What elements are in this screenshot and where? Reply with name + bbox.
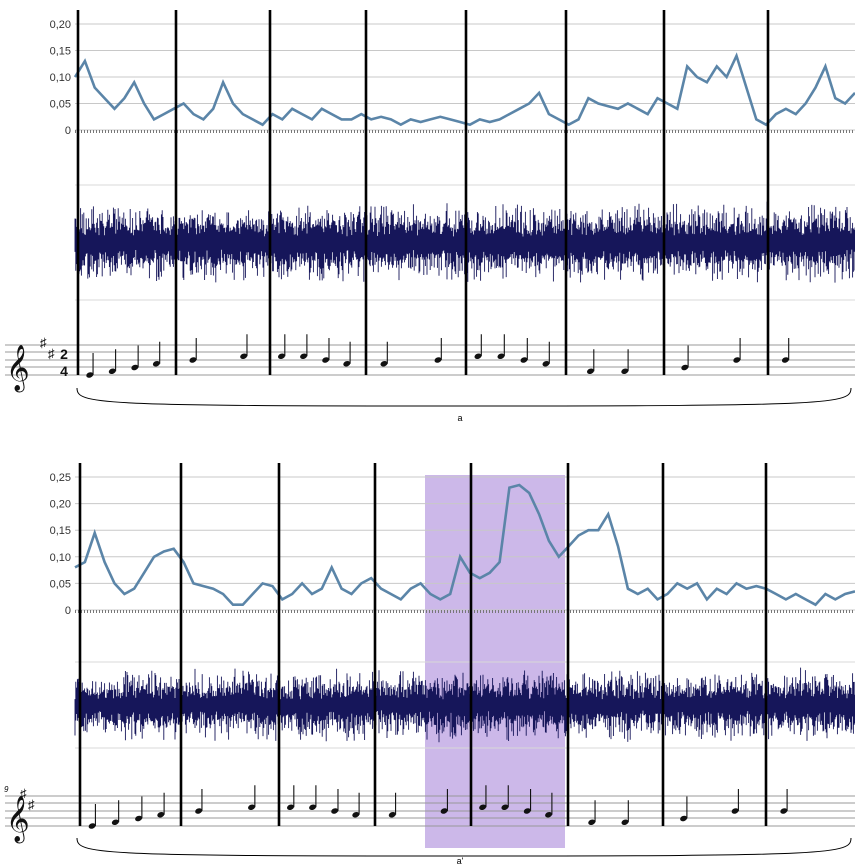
y-tick-label: 0 [65,605,71,617]
notehead [343,361,351,367]
barlines [76,10,770,375]
notehead [731,808,739,814]
notehead [108,368,116,374]
music-staff: 𝄞 ♯♯ 24 [5,334,855,393]
notehead [152,361,160,367]
notehead [621,368,629,374]
notehead [111,819,119,825]
notehead [131,364,139,371]
y-tick-label: 0,10 [50,552,71,564]
notehead [542,361,550,367]
notehead [248,804,256,810]
notehead [434,357,442,363]
notehead [474,353,482,359]
key-signature-sharp-icon: ♯ [40,335,47,350]
notehead [780,808,788,814]
notehead [501,804,509,810]
notehead [278,353,286,359]
chart-section-a: 0,20 0,15 0,10 0,05 0 𝄞 ♯♯ 24 a [5,10,855,423]
treble-clef-icon: 𝄞 [6,345,30,393]
notehead [309,804,317,810]
y-tick-label: 0,25 [50,472,71,484]
y-tick-label: 0,20 [50,19,71,31]
y-tick-label: 0,15 [50,46,71,58]
notehead [520,357,528,363]
notehead [621,819,629,825]
notehead [380,361,388,367]
notehead [388,812,396,818]
series-line [74,483,855,607]
time-signature-top: 2 [60,346,68,362]
notehead [195,808,203,814]
notehead [588,819,596,825]
notehead [287,804,295,810]
notehead [440,808,448,814]
music-staff: 𝄞♯♯ [5,785,855,844]
section-label: a' [457,856,464,866]
notehead [523,808,531,814]
notehead [88,823,96,829]
y-tick-label: 0,05 [50,578,71,590]
notehead [781,357,789,363]
notehead [135,815,143,822]
notehead [331,808,339,814]
notehead [545,812,553,818]
treble-clef-icon: 𝄞 [6,796,30,844]
time-signature-bottom: 4 [60,363,68,379]
key-signature-sharp-icon: ♯ [48,346,55,361]
chart-section-a-prime: 0,25 0,20 0,15 0,10 0,05 0 𝄞♯♯ a' 9 [4,463,855,866]
section-brace [76,387,852,407]
key-signature-sharp-icon: ♯ [28,797,35,812]
notehead [86,372,94,378]
notehead [733,357,741,363]
waveform [74,667,855,743]
y-tick-label: 0,20 [50,499,71,511]
notehead [322,357,330,363]
y-tick-label: 0,15 [50,525,71,537]
notehead [681,364,689,371]
measure-number: 9 [4,785,9,794]
waveform-trace [74,667,855,743]
notehead [157,812,165,818]
notehead [300,353,308,359]
notehead [680,815,688,822]
section-label: a [457,413,462,423]
y-tick-label: 0,05 [50,99,71,111]
notehead [479,804,487,810]
key-signature-sharp-icon: ♯ [20,786,27,801]
barlines [78,463,768,826]
notehead [352,812,360,818]
notehead [497,353,505,359]
notehead [189,357,197,363]
notehead [240,353,248,359]
section-brace [76,837,852,857]
y-tick-label: 0,10 [50,72,71,84]
grid [75,476,855,749]
y-tick-labels: 0,25 0,20 0,15 0,10 0,05 0 [50,472,71,617]
y-tick-labels: 0,20 0,15 0,10 0,05 0 [50,19,71,137]
notehead [587,368,594,374]
y-tick-label: 0 [65,125,71,137]
